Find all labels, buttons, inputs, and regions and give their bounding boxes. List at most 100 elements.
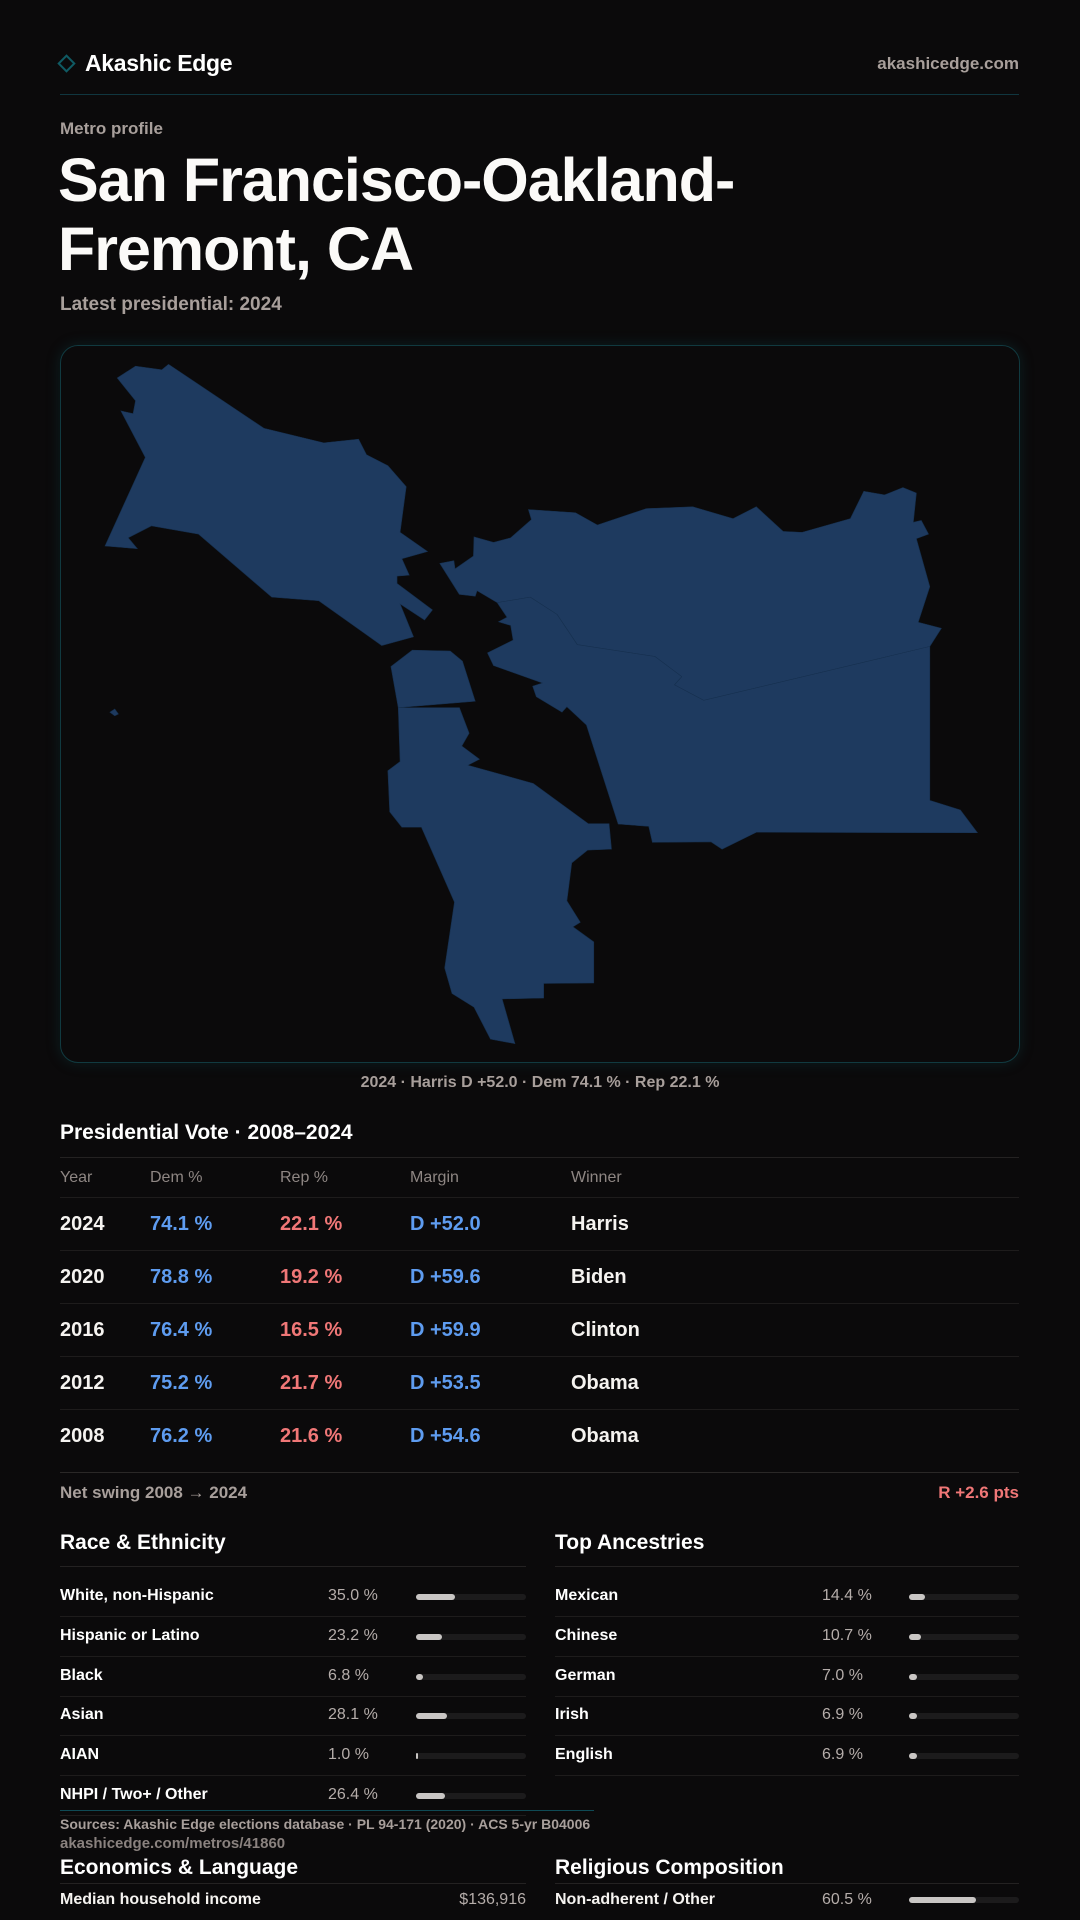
race-bar: [416, 1673, 526, 1680]
col-rep: Rep %: [280, 1169, 329, 1186]
ancestry-pct: 6.9 %: [822, 1706, 863, 1724]
ancestry-row: Mexican 14.4 %: [555, 1577, 1019, 1617]
vote-row: 2024 74.1 % 22.1 % D +52.0 Harris: [60, 1197, 1019, 1250]
ancestry-row: Irish 6.9 %: [555, 1696, 1019, 1737]
race-row: NHPI / Two+ / Other 26.4 %: [60, 1776, 526, 1816]
cell-margin: D +53.5: [410, 1372, 481, 1394]
vote-section-title: Presidential Vote · 2008–2024: [60, 1121, 353, 1144]
cell-dem: 75.2 %: [150, 1372, 213, 1394]
divider: [60, 1157, 1019, 1158]
col-year: Year: [60, 1169, 93, 1186]
latest-presidential: Latest presidential: 2024: [60, 294, 282, 315]
cell-winner: Obama: [571, 1372, 639, 1394]
vote-row: 2008 76.2 % 21.6 % D +54.6 Obama: [60, 1409, 1019, 1462]
religion-pct: 60.5 %: [822, 1891, 872, 1908]
cell-winner: Harris: [571, 1213, 629, 1235]
race-bar: [416, 1594, 526, 1600]
race-label: Hispanic or Latino: [60, 1626, 200, 1644]
race-label: AIAN: [60, 1746, 100, 1764]
religion-section-title: Religious Composition: [555, 1856, 784, 1879]
farallon-island: [109, 708, 119, 717]
ancestry-pct: 6.9 %: [822, 1746, 863, 1764]
county-san-francisco[interactable]: [390, 649, 476, 708]
col-margin: Margin: [410, 1169, 459, 1186]
ancestry-label: Chinese: [555, 1626, 618, 1644]
ancestry-row: German 7.0 %: [555, 1657, 1019, 1697]
race-row: Black 6.8 %: [60, 1657, 526, 1697]
map-caption: 2024 · Harris D +52.0 · Dem 74.1 % · Rep…: [360, 1074, 720, 1091]
race-label: NHPI / Two+ / Other: [60, 1786, 208, 1803]
cell-dem: 74.1 %: [150, 1213, 213, 1235]
divider: [60, 1566, 526, 1567]
race-row: Asian 28.1 %: [60, 1696, 526, 1737]
kicker: Metro profile: [60, 119, 163, 138]
cell-rep: 19.2 %: [280, 1266, 343, 1288]
ancestry-row: Chinese 10.7 %: [555, 1617, 1019, 1657]
ancestry-label: English: [555, 1746, 613, 1764]
vote-row: 2020 78.8 % 19.2 % D +59.6 Biden: [60, 1250, 1019, 1303]
race-bar: [416, 1753, 526, 1760]
ancestry-pct: 7.0 %: [822, 1666, 863, 1684]
ancestry-section-title: Top Ancestries: [555, 1531, 705, 1554]
race-pct: 28.1 %: [328, 1706, 378, 1724]
ancestry-bar: [909, 1594, 1019, 1600]
religion-bar: [909, 1897, 1019, 1903]
ancestry-pct: 14.4 %: [822, 1587, 872, 1604]
cell-year: 2020: [60, 1266, 105, 1288]
site-link[interactable]: akashicedge.com: [877, 54, 1019, 73]
cell-rep: 21.6 %: [280, 1425, 343, 1447]
econ-label: Median household income: [60, 1891, 261, 1908]
col-winner: Winner: [571, 1169, 622, 1186]
net-swing-label: Net swing 2008 → 2024: [60, 1483, 248, 1502]
teal-divider: [60, 1810, 594, 1811]
brand-name: Akashic Edge: [85, 50, 233, 76]
cell-rep: 16.5 %: [280, 1319, 343, 1341]
brand-logo[interactable]: Akashic Edge: [57, 50, 233, 77]
net-swing-value: R +2.6 pts: [938, 1483, 1019, 1502]
race-row: White, non-Hispanic 35.0 %: [60, 1577, 526, 1617]
ancestry-label: German: [555, 1666, 616, 1684]
page-url[interactable]: akashicedge.com/metros/41860: [60, 1835, 286, 1852]
race-label: Asian: [60, 1706, 104, 1724]
header-divider: [60, 94, 1019, 95]
county-marin[interactable]: [104, 363, 433, 646]
county-alameda[interactable]: [487, 596, 978, 850]
econ-value: $136,916: [459, 1891, 526, 1908]
race-bar: [416, 1793, 526, 1799]
ancestry-row: English 6.9 %: [555, 1736, 1019, 1777]
race-row: AIAN 1.0 %: [60, 1736, 526, 1777]
cell-dem: 76.2 %: [150, 1425, 213, 1447]
cell-year: 2016: [60, 1319, 105, 1341]
divider: [60, 1883, 526, 1884]
cell-margin: D +59.6: [410, 1266, 481, 1288]
econ-section-title: Economics & Language: [60, 1856, 299, 1879]
cell-dem: 78.8 %: [150, 1266, 213, 1288]
ancestry-pct: 10.7 %: [822, 1626, 872, 1644]
map-svg: [104, 363, 978, 1045]
cell-winner: Obama: [571, 1425, 639, 1447]
divider: [60, 1472, 1019, 1473]
race-pct: 23.2 %: [328, 1626, 378, 1644]
cell-winner: Clinton: [571, 1319, 640, 1341]
page-title: San Francisco-Oakland-Fremont, CA: [58, 146, 735, 283]
race-pct: 35.0 %: [328, 1587, 378, 1604]
cell-margin: D +59.9: [410, 1319, 481, 1341]
race-row: Hispanic or Latino 23.2 %: [60, 1617, 526, 1657]
cell-dem: 76.4 %: [150, 1319, 213, 1341]
race-label: Black: [60, 1666, 103, 1684]
divider: [555, 1566, 1019, 1567]
race-bar: [416, 1633, 526, 1640]
ancestry-label: Irish: [555, 1706, 589, 1724]
ancestry-bar: [909, 1753, 1019, 1760]
cell-year: 2024: [60, 1213, 105, 1235]
ancestry-bar: [909, 1633, 1019, 1640]
race-pct: 6.8 %: [328, 1666, 369, 1684]
sources-note: Sources: Akashic Edge elections database…: [60, 1816, 591, 1832]
diamond-logo-icon: [57, 54, 76, 73]
race-section-title: Race & Ethnicity: [60, 1531, 226, 1554]
metro-map[interactable]: [60, 345, 1020, 1063]
vote-row: 2012 75.2 % 21.7 % D +53.5 Obama: [60, 1356, 1019, 1409]
cell-rep: 22.1 %: [280, 1213, 343, 1235]
county-san-mateo[interactable]: [387, 707, 612, 1045]
race-pct: 1.0 %: [328, 1746, 369, 1764]
